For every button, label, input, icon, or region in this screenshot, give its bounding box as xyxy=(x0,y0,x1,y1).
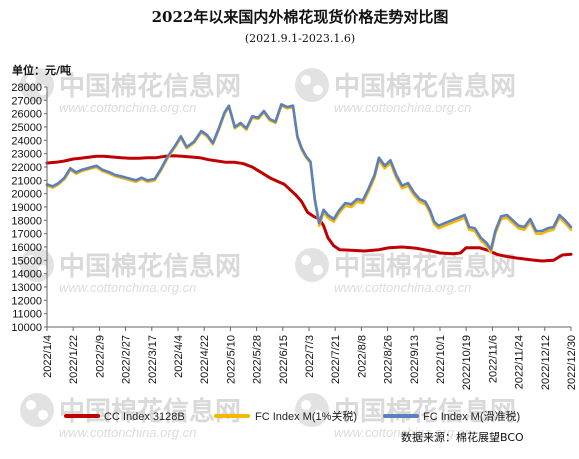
watermark-text: 中国棉花信息网 xyxy=(334,71,516,102)
y-tick-label: 11000 xyxy=(12,309,42,321)
x-tick-label: 2022/7/21 xyxy=(330,335,342,384)
watermark-url: www.cottonchina.org.cn xyxy=(334,100,471,115)
legend-label-cc-index: CC Index 3128B xyxy=(104,411,185,423)
y-tick-label: 25000 xyxy=(11,122,42,134)
x-tick-label: 2022/2/27 xyxy=(121,335,133,384)
y-tick-label: 15000 xyxy=(11,255,42,267)
x-tick-label: 2022/4/22 xyxy=(199,335,211,384)
x-tick-label: 2022/10/1 xyxy=(435,335,447,384)
plot-lines xyxy=(45,103,573,263)
watermark-text: 中国棉花信息网 xyxy=(334,251,516,282)
legend: CC Index 3128B FC Index M(1%关税) FC Index… xyxy=(64,409,520,423)
y-tick-label: 22000 xyxy=(11,162,42,174)
x-tick-label: 2022/8/26 xyxy=(383,335,395,384)
watermark-layer: 中国棉花信息网www.cottonchina.org.cn中国棉花信息网www.… xyxy=(20,68,516,440)
x-tick-label: 2022/4/4 xyxy=(173,335,185,378)
x-tick-label: 2022/12/30 xyxy=(566,335,578,390)
chart-title: 2022年以来国内外棉花现货价格走势对比图 xyxy=(152,8,449,26)
x-tick-label: 2022/8/8 xyxy=(356,335,368,378)
y-tick-label: 17000 xyxy=(11,229,42,241)
x-tick-label: 2022/11/6 xyxy=(487,335,499,383)
legend-item-fc-index-1pct: FC Index M(1%关税) xyxy=(214,409,357,423)
x-tick-label: 2022/7/3 xyxy=(304,335,316,378)
y-tick-label: 21000 xyxy=(11,175,42,187)
watermark-text: 中国棉花信息网 xyxy=(59,396,241,427)
y-tick-label: 13000 xyxy=(11,282,42,294)
y-tick-label: 16000 xyxy=(11,242,42,254)
legend-label-fc-index-1pct: FC Index M(1%关税) xyxy=(255,409,357,423)
y-tick-label: 18000 xyxy=(11,215,42,227)
watermark-url: www.cottonchina.org.cn xyxy=(59,280,196,295)
watermark-text: 中国棉花信息网 xyxy=(59,71,241,102)
x-tick-label: 2022/12/12 xyxy=(540,335,552,390)
series-line-fc-index-sliding xyxy=(45,103,573,251)
x-tick-label: 2022/1/22 xyxy=(68,335,80,384)
x-tick-label: 2022/1/4 xyxy=(42,335,54,378)
y-tick-label: 14000 xyxy=(11,269,42,281)
x-tick-label: 2022/5/28 xyxy=(252,335,264,384)
x-tick-label: 2022/5/10 xyxy=(225,335,237,384)
watermark-url: www.cottonchina.org.cn xyxy=(334,280,471,295)
y-tick-label: 27000 xyxy=(11,95,42,107)
watermark-url: www.cottonchina.org.cn xyxy=(59,425,196,440)
y-tick-label: 10000 xyxy=(11,322,42,334)
data-source: 数据来源：棉花展望BCO xyxy=(401,430,524,444)
x-axis-ticks: 2022/1/4 2022/1/22 2022/2/9 2022/2/27 2022/3… xyxy=(42,327,578,390)
y-tick-label: 23000 xyxy=(11,149,42,161)
legend-label-fc-index-sliding: FC Index M(滑准税) xyxy=(423,409,520,423)
y-tick-label: 28000 xyxy=(11,82,42,94)
x-tick-label: 2022/10/19 xyxy=(461,335,473,390)
legend-item-fc-index-sliding: FC Index M(滑准税) xyxy=(383,409,520,423)
series-line-cc-index xyxy=(45,154,573,263)
legend-item-cc-index: CC Index 3128B xyxy=(64,411,185,423)
chart-subtitle: (2021.9.1-2023.1.6) xyxy=(245,32,355,45)
x-tick-label: 2022/2/9 xyxy=(94,335,106,378)
y-axis-unit-label: 单位：元/吨 xyxy=(12,63,71,77)
x-tick-label: 2022/3/17 xyxy=(147,335,159,384)
watermark-url: www.cottonchina.org.cn xyxy=(59,100,196,115)
x-tick-label: 2022/9/13 xyxy=(409,335,421,384)
watermark-url: www.cottonchina.org.cn xyxy=(334,425,471,440)
y-tick-label: 24000 xyxy=(11,135,42,147)
series-line-fc-index-1pct xyxy=(45,104,573,254)
x-tick-label: 2022/11/24 xyxy=(514,335,526,389)
y-tick-label: 19000 xyxy=(11,202,42,214)
x-tick-label: 2022/6/15 xyxy=(278,335,290,384)
y-tick-label: 20000 xyxy=(11,189,42,201)
y-tick-label: 26000 xyxy=(11,109,42,121)
watermark-text: 中国棉花信息网 xyxy=(334,396,516,427)
y-tick-label: 12000 xyxy=(11,295,42,307)
watermark-text: 中国棉花信息网 xyxy=(59,251,241,282)
